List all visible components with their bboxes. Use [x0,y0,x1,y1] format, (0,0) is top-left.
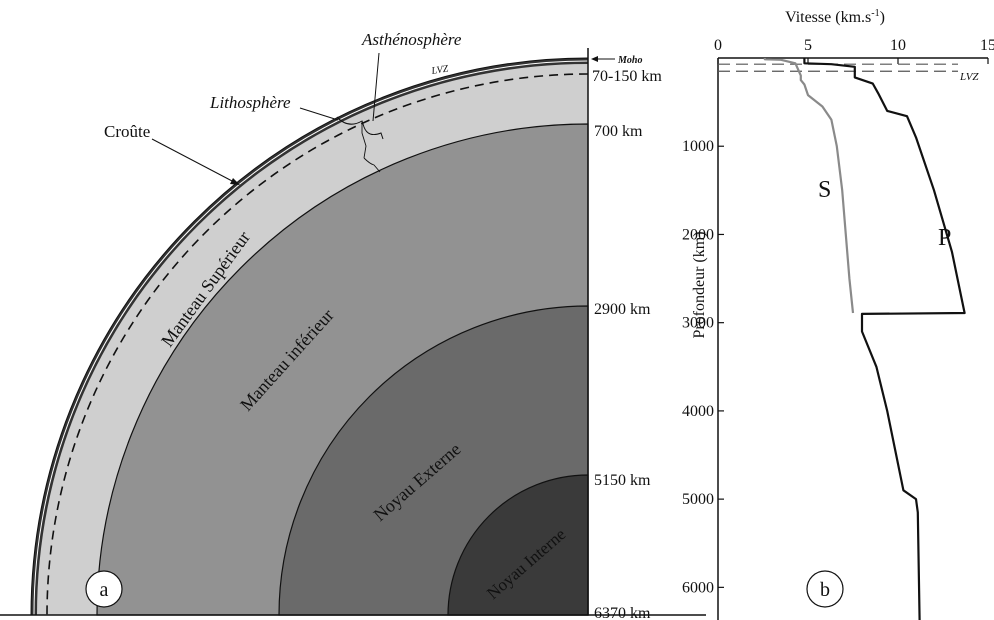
velocity-chart: 0 5 10 15 1000 2000 3000 4000 5000 6000 Vitesse (… [682,8,994,620]
panel-b-badge-circle [806,570,844,608]
lvz-dashed-line [46,73,589,616]
chart-series [763,58,966,620]
depth-label-lithosphere: 70-150 km [592,68,662,85]
chart-y-axis-title: Profondeur (km) [691,231,708,338]
y-tick-label: 6000 [682,579,714,596]
lithosphere-vein-lower [363,157,381,173]
y-tick-label: 1000 [682,138,714,155]
depth-label-5150: 5150 km [594,472,651,489]
chart-axes: 0 5 10 15 1000 2000 3000 4000 5000 6000 [682,37,994,620]
crust-pointer-head [230,178,240,185]
chart-x-axis-title: Vitesse (km.s-1) [785,8,885,26]
series-label-p: P [938,225,951,251]
crust-inner-line [33,60,589,616]
depth-label-700: 700 km [594,123,643,140]
series-label-s: S [818,177,831,203]
y-tick-label: 3000 [682,315,714,332]
lithosphere-small-vein [361,122,367,159]
chart-lvz-label: LVZ [959,71,979,83]
lithosphere-boundary-line [336,116,384,140]
lvz-label-section: LVZ [430,63,450,77]
y-tick-label: 2000 [682,226,714,243]
lithosphere-pointer [299,107,339,121]
x-tick-label: 10 [890,37,906,54]
series-line-s [763,58,855,314]
crust-label: Croûte [104,122,150,141]
asthenosphere-label: Asthénosphère [361,30,462,49]
panel-b-badge: b [820,579,830,601]
panel-a-badge: a [100,579,109,601]
moho-label: Moho [617,55,642,66]
depth-label-2900: 2900 km [594,301,651,318]
x-tick-label: 0 [714,37,722,54]
x-tick-label: 15 [980,37,994,54]
moho-arrow-head [591,56,598,62]
crust-pointer [151,138,235,183]
depth-label-6370: 6370 km [594,605,651,620]
x-tick-label: 5 [804,37,812,54]
inner-core-layer [447,474,589,616]
series-line-p [803,58,966,620]
asthenosphere-pointer [372,52,380,122]
lithosphere-label: Lithosphère [209,93,291,112]
earth-cross-section: Moho 70-150 km 700 km 2900 km 5150 km 63… [0,30,706,620]
panel-a-badge-circle [85,570,123,608]
y-tick-label: 5000 [682,491,714,508]
y-tick-label: 4000 [682,403,714,420]
crust-outline [30,57,589,616]
